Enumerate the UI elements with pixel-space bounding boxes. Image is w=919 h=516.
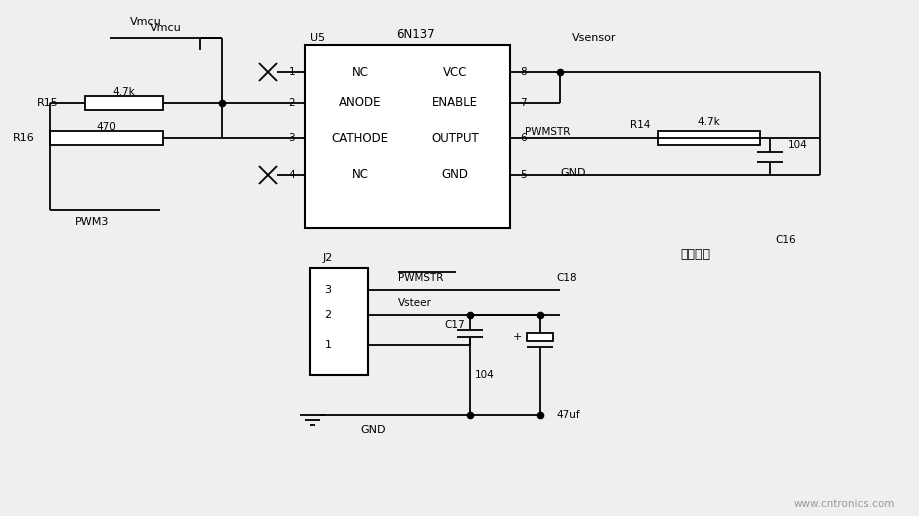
Text: 104: 104 (475, 370, 494, 380)
Text: GND: GND (441, 169, 469, 182)
Text: 4: 4 (289, 170, 295, 180)
Text: 6N137: 6N137 (396, 28, 435, 41)
Text: ANODE: ANODE (339, 96, 381, 109)
Bar (527, 333, 553, 341)
Text: CATHODE: CATHODE (332, 132, 389, 144)
Bar (85, 96, 163, 110)
Text: Vsteer: Vsteer (398, 298, 432, 308)
Text: R14: R14 (630, 120, 650, 130)
Text: 3: 3 (324, 285, 332, 295)
Text: ENABLE: ENABLE (432, 96, 478, 109)
Text: PWMSTR: PWMSTR (398, 273, 443, 283)
Bar (50, 131, 163, 145)
Text: C17: C17 (445, 320, 465, 330)
Text: Vmcu: Vmcu (130, 17, 162, 27)
Text: 7: 7 (520, 98, 527, 108)
Text: NC: NC (351, 66, 369, 78)
Text: R15: R15 (38, 98, 59, 108)
Text: 4.7k: 4.7k (113, 87, 135, 97)
Text: U5: U5 (310, 33, 325, 43)
Text: 47uf: 47uf (556, 410, 580, 420)
Text: NC: NC (351, 169, 369, 182)
Text: GND: GND (560, 168, 585, 178)
Text: +: + (513, 332, 522, 342)
Text: Vsensor: Vsensor (572, 33, 617, 43)
Bar (310, 268, 368, 375)
Text: 6: 6 (520, 133, 527, 143)
Text: 3: 3 (289, 133, 295, 143)
Text: 470: 470 (96, 122, 117, 132)
Text: www.cntronics.com: www.cntronics.com (794, 499, 895, 509)
Text: OUTPUT: OUTPUT (431, 132, 479, 144)
Bar (658, 131, 760, 145)
Text: 8: 8 (520, 67, 527, 77)
Text: Vmcu: Vmcu (150, 23, 182, 33)
Text: PWMSTR: PWMSTR (525, 127, 571, 137)
Text: 5: 5 (520, 170, 527, 180)
Text: C18: C18 (556, 273, 576, 283)
Text: R16: R16 (13, 133, 35, 143)
Text: 104: 104 (788, 139, 808, 150)
Text: GND: GND (360, 425, 385, 435)
Text: VCC: VCC (443, 66, 467, 78)
Text: 2: 2 (289, 98, 295, 108)
Text: PWM3: PWM3 (75, 217, 109, 227)
Text: 1: 1 (324, 340, 332, 350)
Text: 舵机接口: 舵机接口 (680, 249, 710, 262)
Bar (305, 45, 510, 228)
Text: 1: 1 (289, 67, 295, 77)
Text: 4.7k: 4.7k (698, 117, 720, 127)
Text: C16: C16 (775, 235, 796, 245)
Text: 2: 2 (324, 310, 332, 320)
Text: J2: J2 (323, 253, 334, 263)
